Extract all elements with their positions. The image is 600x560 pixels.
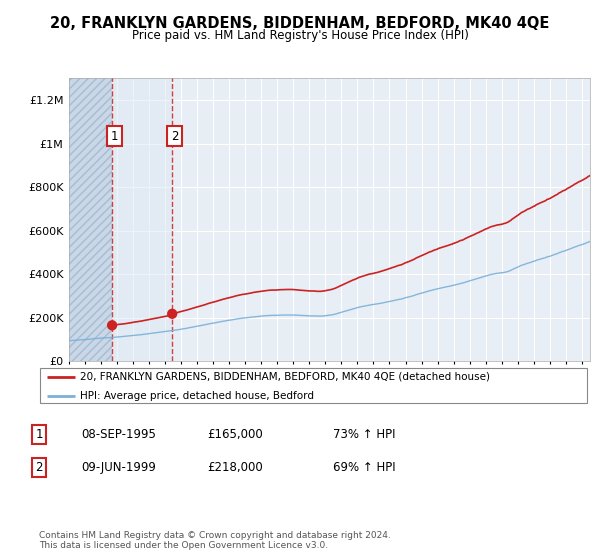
- Text: 2: 2: [171, 130, 178, 143]
- Text: 08-SEP-1995: 08-SEP-1995: [81, 428, 156, 441]
- Text: 1: 1: [35, 428, 43, 441]
- Bar: [112, 78, 172, 361]
- Bar: [69, 78, 112, 361]
- Text: Price paid vs. HM Land Registry's House Price Index (HPI): Price paid vs. HM Land Registry's House …: [131, 29, 469, 42]
- Point: [107, 321, 117, 330]
- Text: 73% ↑ HPI: 73% ↑ HPI: [333, 428, 395, 441]
- Text: 2: 2: [35, 461, 43, 474]
- Text: 69% ↑ HPI: 69% ↑ HPI: [333, 461, 395, 474]
- Text: 1: 1: [111, 130, 118, 143]
- Text: £218,000: £218,000: [207, 461, 263, 474]
- Text: Contains HM Land Registry data © Crown copyright and database right 2024.
This d: Contains HM Land Registry data © Crown c…: [39, 530, 391, 550]
- Text: HPI: Average price, detached house, Bedford: HPI: Average price, detached house, Bedf…: [80, 391, 314, 401]
- Point: [167, 309, 177, 318]
- FancyBboxPatch shape: [40, 368, 587, 403]
- Text: 20, FRANKLYN GARDENS, BIDDENHAM, BEDFORD, MK40 4QE: 20, FRANKLYN GARDENS, BIDDENHAM, BEDFORD…: [50, 16, 550, 31]
- Text: 20, FRANKLYN GARDENS, BIDDENHAM, BEDFORD, MK40 4QE (detached house): 20, FRANKLYN GARDENS, BIDDENHAM, BEDFORD…: [80, 372, 490, 382]
- Text: 09-JUN-1999: 09-JUN-1999: [81, 461, 156, 474]
- Text: £165,000: £165,000: [207, 428, 263, 441]
